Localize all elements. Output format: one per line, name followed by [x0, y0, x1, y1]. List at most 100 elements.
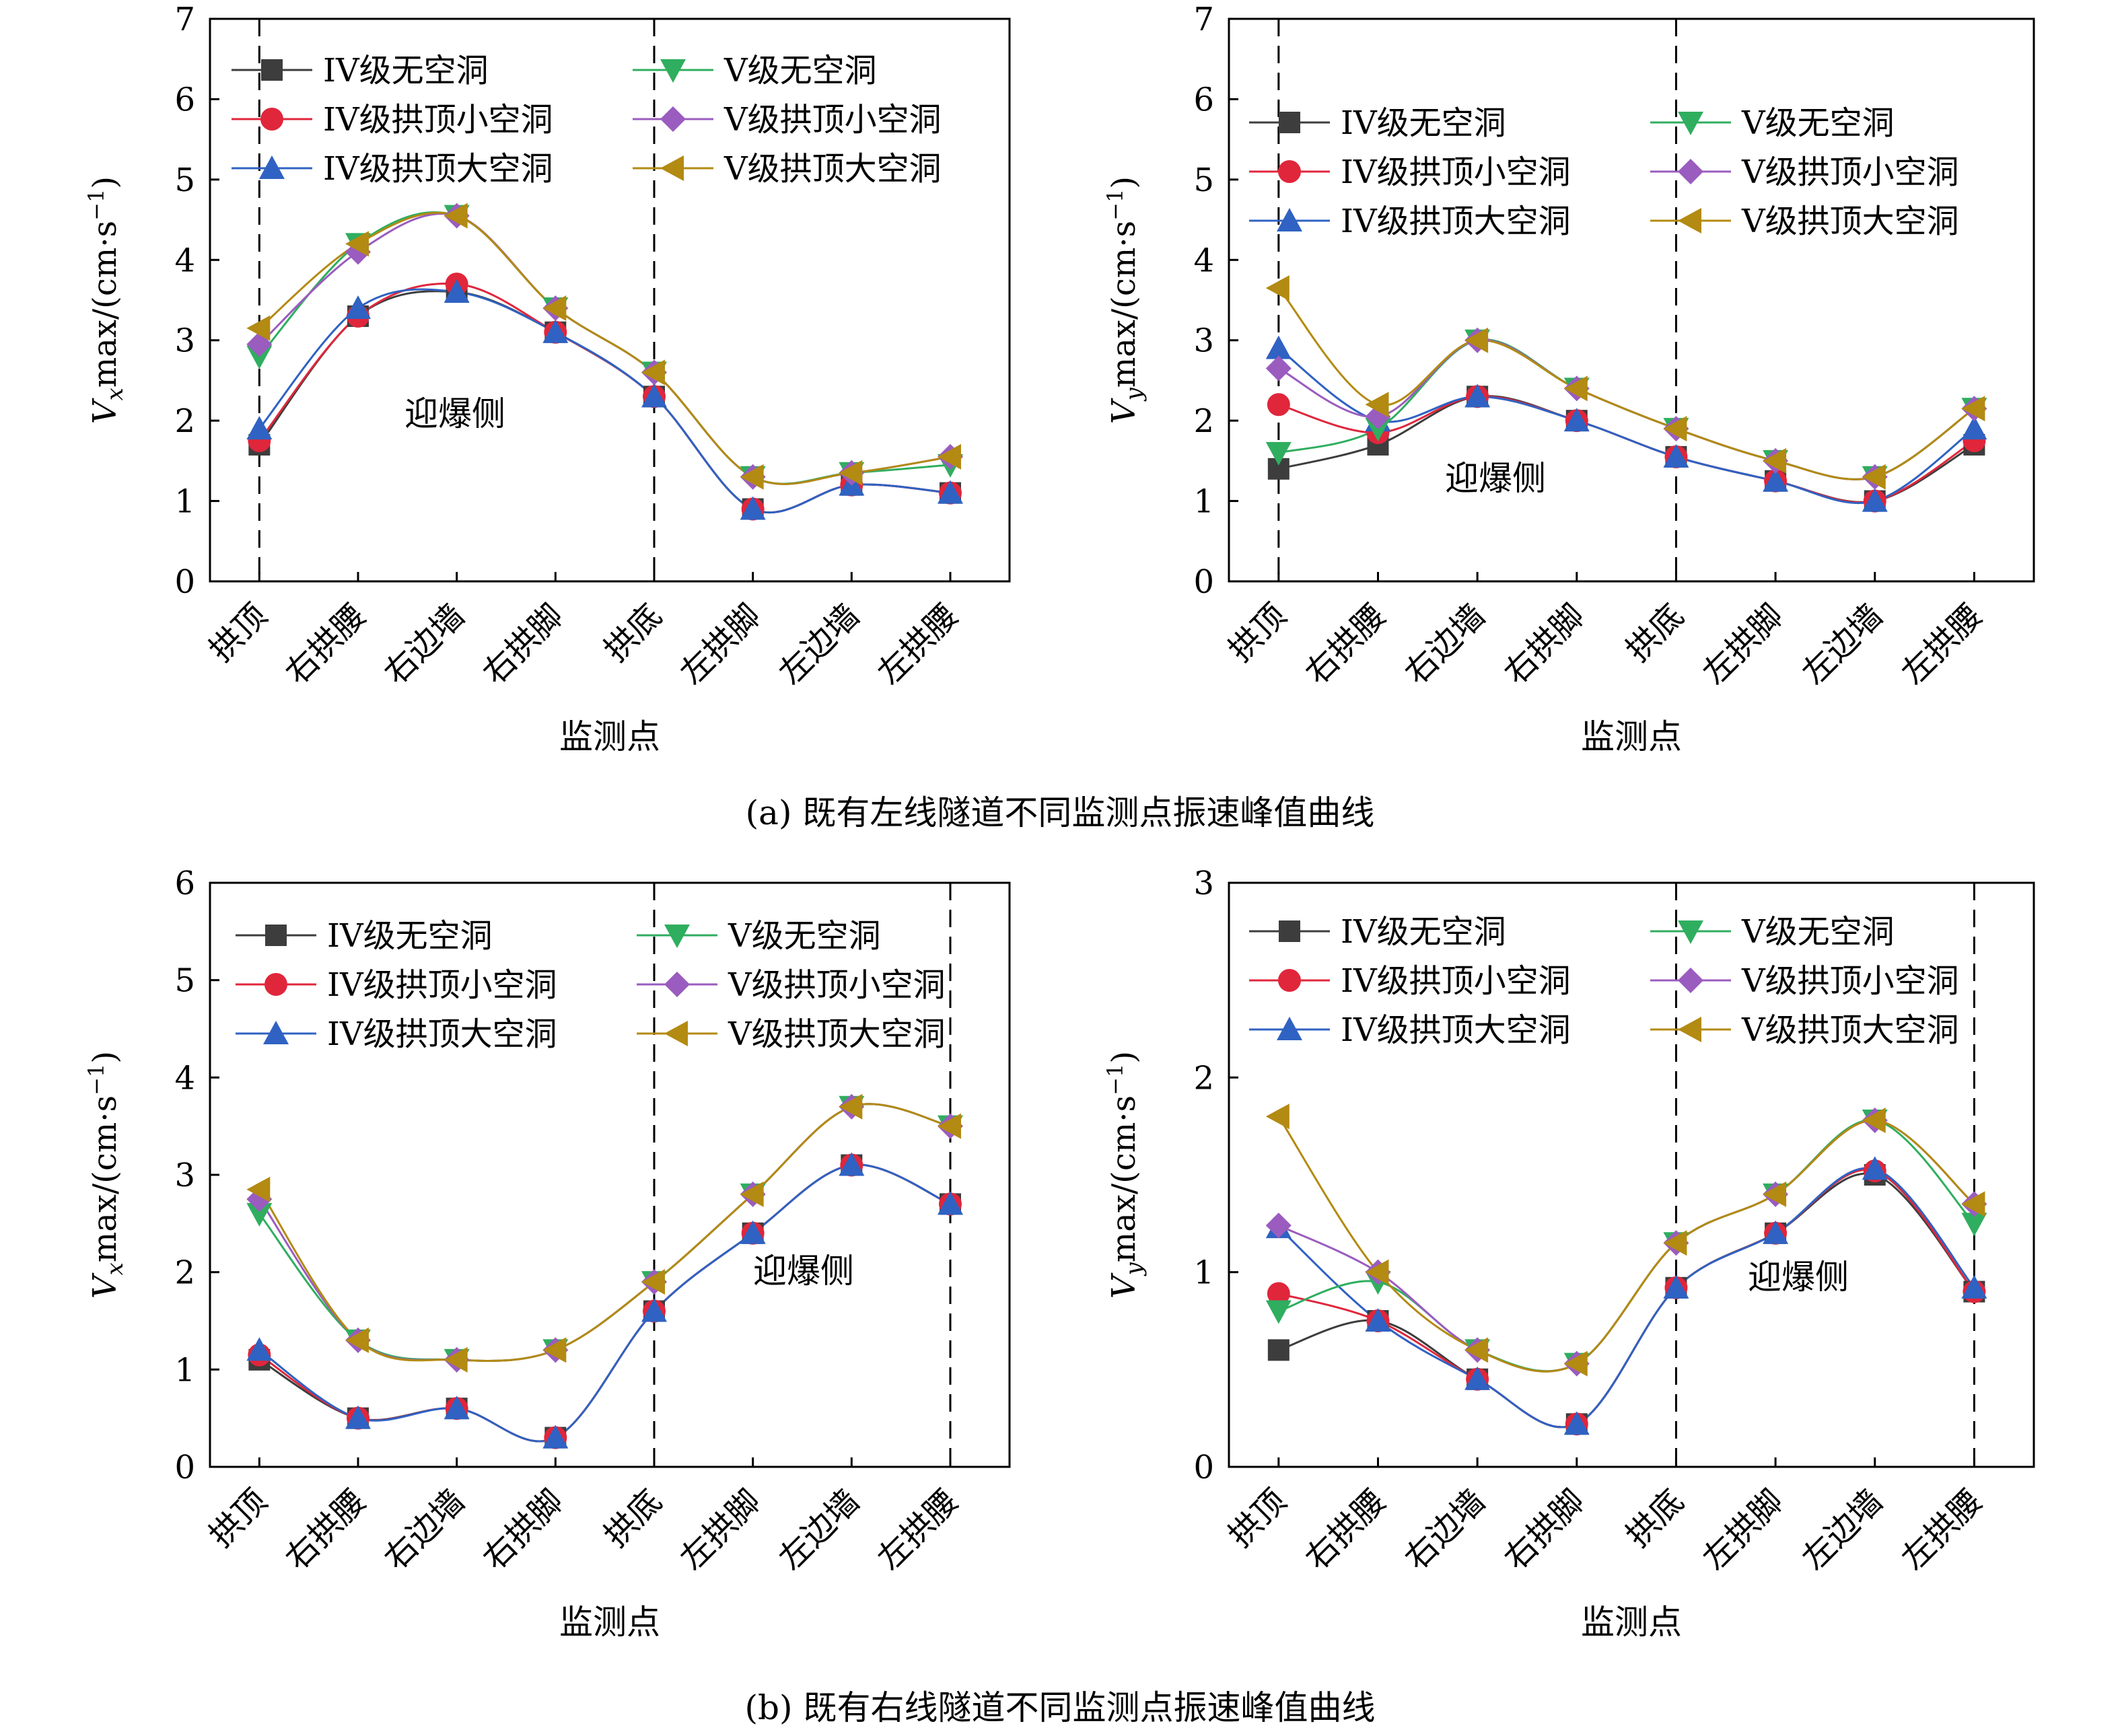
legend-marker [263, 1021, 289, 1044]
x-tick-label: 右拱脚 [475, 1482, 570, 1577]
caption-b: (b) 既有右线隧道不同监测点振速峰值曲线 [744, 1688, 1376, 1727]
legend: IV级无空洞 IV级拱顶小空洞 IV级拱顶大空洞 V级无空洞 V级拱顶小空洞 V级拱顶大空… [232, 52, 942, 188]
legend-label: IV级无空洞 [327, 917, 493, 955]
y-title-sub: x [102, 388, 129, 400]
data-point [1265, 1104, 1289, 1130]
data-point [1862, 1156, 1888, 1180]
y-tick-label: 3 [1193, 322, 1214, 360]
legend-label: V级拱顶小空洞 [723, 101, 942, 139]
legend: IV级无空洞 IV级拱顶小空洞 IV级拱顶大空洞 V级无空洞 V级拱顶小空洞 V级拱顶大空… [236, 917, 946, 1053]
x-axis-title: 监测点 [1581, 1603, 1682, 1642]
side-annotation: 迎爆侧 [404, 394, 505, 433]
data-point [345, 1327, 369, 1353]
legend-marker [1678, 112, 1703, 135]
y-title-exp: −1 [1102, 1064, 1128, 1095]
data-point [1961, 1191, 1985, 1217]
data-point [641, 1269, 665, 1295]
legend-marker [664, 1021, 688, 1046]
legend-marker [1678, 159, 1703, 184]
y-title-close: ) [1105, 1051, 1143, 1064]
legend-label: V级拱顶大空洞 [723, 150, 942, 188]
data-point [542, 319, 569, 343]
data-point [740, 1181, 764, 1207]
y-title-unit: max/(cm·s [1105, 1095, 1143, 1262]
y-tick-label: 5 [1193, 161, 1214, 199]
y-tick-label: 7 [174, 1, 195, 38]
data-point [1265, 1300, 1292, 1324]
data-point [1763, 1181, 1787, 1207]
data-point [641, 359, 665, 386]
y-title-close: ) [1105, 176, 1143, 189]
legend-marker [1279, 920, 1300, 942]
series-line [1278, 1169, 1975, 1428]
y-tick-label: 2 [174, 402, 195, 440]
legend-marker [1678, 920, 1703, 944]
x-tick-label: 拱顶 [202, 1482, 274, 1554]
x-tick-label: 右边墙 [1397, 597, 1492, 692]
legend-label: IV级拱顶小空洞 [323, 101, 553, 139]
legend-label: V级无空洞 [723, 52, 877, 89]
y-title-exp: −1 [83, 189, 109, 221]
legend-marker [660, 106, 686, 132]
y-tick-label: 7 [1193, 1, 1214, 38]
legend-label: V级拱顶小空洞 [1741, 153, 1959, 191]
legend-marker [261, 59, 283, 81]
data-point [1862, 464, 1886, 490]
data-point [345, 231, 369, 257]
y-tick-label: 0 [174, 563, 195, 601]
x-axis-title: 监测点 [1581, 717, 1682, 756]
x-tick-label: 右拱脚 [1497, 1482, 1592, 1577]
legend-marker [660, 59, 686, 83]
y-title-unit: max/(cm·s [86, 1095, 124, 1262]
data-point [839, 460, 863, 486]
data-point [1663, 1274, 1689, 1299]
y-tick-label: 1 [1193, 1254, 1214, 1292]
y-tick-label: 1 [174, 1351, 195, 1389]
data-point [839, 1093, 863, 1120]
data-point [246, 345, 273, 369]
data-point [1265, 335, 1292, 359]
legend: IV级无空洞 IV级拱顶小空洞 IV级拱顶大空洞 V级无空洞 V级拱顶小空洞 V级拱顶大空… [1249, 913, 1959, 1049]
x-tick-label: 左拱腰 [870, 1482, 965, 1577]
legend-marker [664, 972, 690, 997]
data-point [1265, 441, 1292, 466]
legend-label: V级无空洞 [1741, 913, 1895, 951]
y-title-var: V [1105, 1272, 1143, 1299]
x-tick-label: 左拱腰 [1894, 1482, 1989, 1577]
legend-marker [664, 925, 690, 948]
data-point [246, 315, 271, 341]
side-annotation: 迎爆侧 [1748, 1258, 1849, 1297]
data-point [1563, 375, 1588, 402]
data-point [444, 1396, 470, 1420]
y-tick-label: 5 [174, 962, 195, 1000]
x-tick-label: 右边墙 [1397, 1482, 1492, 1577]
data-point [938, 1113, 961, 1139]
y-tick-label: 2 [174, 1254, 195, 1292]
y-title-var: V [86, 1272, 124, 1299]
series-line [258, 211, 951, 485]
data-point [345, 295, 371, 319]
data-point [246, 1337, 273, 1361]
data-point [740, 464, 764, 490]
data-point [641, 1298, 667, 1322]
x-tick-label: 左拱脚 [673, 597, 768, 692]
x-tick-label: 右拱腰 [278, 597, 373, 692]
series-line [1278, 1119, 1975, 1373]
legend-marker [1277, 1017, 1302, 1040]
legend-marker [1278, 969, 1301, 992]
data-point [740, 496, 766, 520]
series-line [258, 1163, 951, 1443]
legend-marker [265, 925, 287, 946]
legend-label: IV级无空洞 [323, 52, 489, 89]
legend-label: IV级无空洞 [1341, 913, 1506, 951]
x-tick-label: 右拱脚 [475, 597, 570, 692]
data-point [1763, 468, 1789, 492]
data-point [1763, 1220, 1789, 1244]
x-tick-label: 左边墙 [1795, 1482, 1890, 1577]
legend-marker [1278, 160, 1301, 183]
data-point [1265, 275, 1289, 301]
